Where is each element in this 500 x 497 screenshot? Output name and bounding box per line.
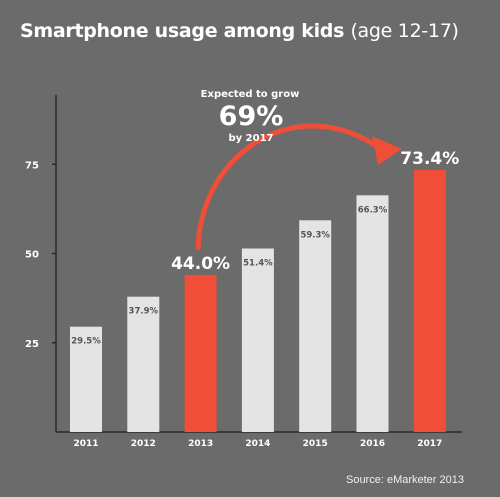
x-tick-label-2017: 2017 [417, 439, 442, 449]
bar-2013 [184, 274, 217, 432]
bar-2015 [299, 220, 332, 432]
x-tick-label-2015: 2015 [303, 439, 328, 449]
y-tick-label: 50 [25, 250, 39, 261]
growth-arrow [195, 123, 384, 251]
x-tick-label-2014: 2014 [245, 439, 270, 449]
annotation-percent: 69% [219, 101, 284, 132]
x-tick-label-2012: 2012 [131, 439, 156, 449]
x-tick-label-2013: 2013 [188, 439, 213, 449]
annotation-line1: Expected to grow [201, 89, 300, 100]
chart-title-main: Smartphone usage among kids [20, 20, 345, 42]
bar-2012 [127, 296, 160, 432]
bar-2011 [70, 326, 102, 432]
value-label-2016: 66.3% [358, 205, 388, 215]
value-label-2014: 51.4% [243, 259, 273, 269]
value-label-2013: 44.0% [171, 254, 230, 274]
source-note: Source: eMarketer 2013 [345, 474, 464, 486]
chart-title: Smartphone usage among kids (age 12-17) [20, 20, 459, 42]
growth-arrowhead [372, 136, 402, 165]
x-tick-label-2016: 2016 [360, 439, 385, 449]
chart-title-subtitle: (age 12-17) [350, 20, 459, 42]
annotation-line3: by 2017 [229, 133, 274, 144]
y-tick-label: 25 [25, 339, 39, 350]
bar-2016 [356, 195, 389, 432]
bar-2014 [241, 248, 274, 432]
y-tick-label: 75 [25, 160, 39, 171]
value-label-2017: 73.4% [400, 149, 459, 169]
x-tick-label-2011: 2011 [73, 439, 98, 449]
bar-2017 [413, 169, 446, 432]
value-label-2015: 59.3% [300, 230, 330, 240]
value-label-2012: 37.9% [129, 307, 159, 317]
value-label-2011: 29.5% [71, 337, 101, 347]
